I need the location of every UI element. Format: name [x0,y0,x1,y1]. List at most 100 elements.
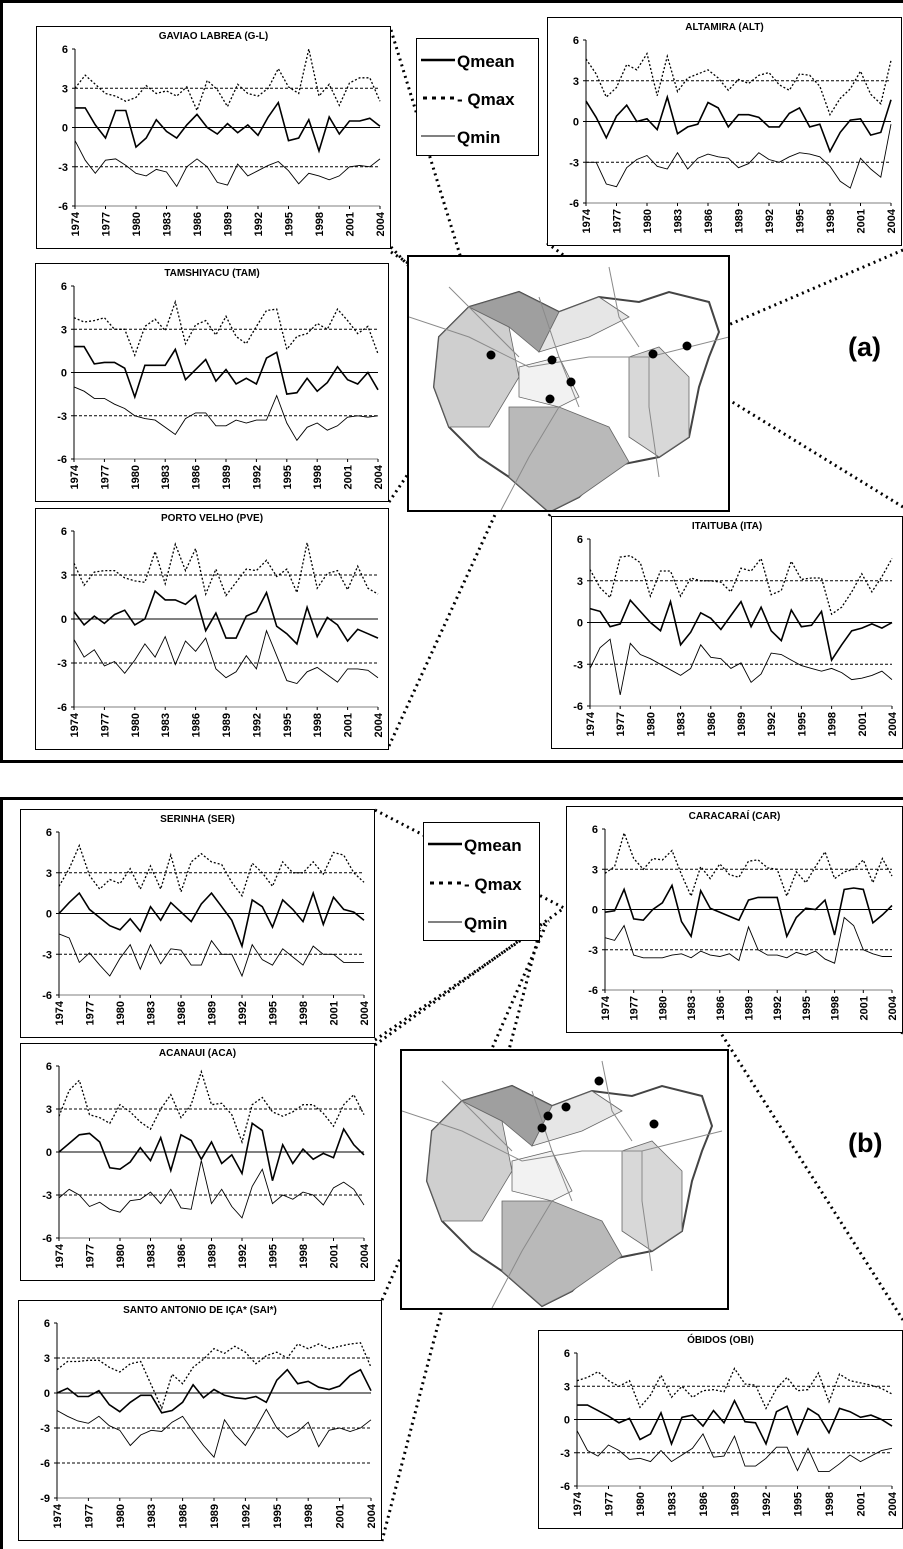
x-tick-label: 1986 [698,1492,710,1516]
series-qmin-line [58,933,364,978]
x-tick-label: 1992 [764,209,776,233]
x-tick-label: 1977 [83,1504,95,1528]
x-tick-label: 1983 [146,1244,158,1268]
x-tick-label: 1977 [629,996,641,1020]
panel-a-frame [0,0,903,763]
chart-altamira: ALTAMIRA (ALT) 6 3 0 -3 -6 1974 1977 1980 1983 19… [547,17,902,246]
x-tick-label: 1980 [635,1492,647,1516]
x-tick-label: 2004 [359,1000,371,1025]
series-qmax-line [58,1069,365,1145]
sub-basin [538,296,630,353]
x-tick-label: 1989 [221,465,233,489]
x-tick-label: 1983 [667,1492,679,1516]
x-tick-label: 1986 [176,1001,188,1025]
legend-item-qmean: Qmean [424,831,539,859]
y-tick-label: 0 [61,368,67,380]
y-tick-label: 0 [46,1147,52,1159]
x-tick-label: 1974 [69,464,81,489]
series-qmax-line [576,1367,893,1410]
gauge-station-dot [566,377,576,387]
x-tick-label: 1989 [734,209,746,233]
x-tick-label: 1980 [657,996,669,1020]
y-tick-label: 3 [592,864,598,876]
river [491,1200,553,1308]
gauge-station-dot [545,394,555,404]
gauge-station-dot [682,341,692,351]
x-tick-label: 1989 [221,713,233,737]
x-tick-label: 1995 [284,212,296,236]
series-qmax-line [604,830,893,898]
x-tick-label: 1989 [730,1492,742,1516]
series-qmean-line [604,883,893,939]
x-tick-label: 1992 [237,1001,249,1025]
series-qmean-line [75,100,381,154]
x-tick-label: 1998 [314,212,326,236]
x-tick-label: 1998 [298,1001,310,1025]
series-qmax-line [589,555,893,616]
river [402,1110,723,1162]
gauge-station-dot [561,1102,571,1112]
x-tick-label: 1977 [85,1244,97,1268]
x-tick-label: 1998 [298,1244,310,1268]
y-tick-label: 3 [61,570,67,582]
legend-label: Qmean [457,52,515,71]
x-tick-label: 1992 [761,1492,773,1516]
x-tick-label: 1995 [272,1504,284,1528]
x-tick-label: 2001 [343,713,355,737]
x-tick-label: 2001 [343,465,355,489]
chart-caracarai: CARACARAÍ (CAR) 6 3 0 -3 -6 1974 1977 1980 1983 1… [566,806,903,1033]
x-tick-label: 1992 [253,212,265,236]
series-qmean-line [58,890,365,949]
x-tick-label: 1992 [237,1244,249,1268]
y-tick-label: 3 [577,576,583,588]
y-tick-label: 0 [592,905,598,917]
x-tick-label: 1977 [612,209,624,233]
y-tick-label: 6 [44,1318,50,1330]
river [409,316,728,368]
x-tick-label: 1974 [52,1503,64,1528]
series-qmin-line [74,140,381,188]
x-tick-label: 2004 [366,1503,378,1528]
y-tick-label: -3 [573,659,583,671]
y-tick-label: 6 [577,534,583,546]
y-tick-label: 0 [573,117,579,129]
gauge-station-dot [594,1076,604,1086]
x-tick-label: 1995 [268,1244,280,1268]
x-tick-label: 2004 [373,464,385,489]
legend-item-qmax: - Qmax [417,85,538,113]
chart-acanaui: ACANAUI (ACA) 6 3 0 -3 -6 1974 1977 1980 1983 198… [20,1043,375,1281]
x-tick-label: 2001 [329,1244,341,1268]
y-tick-label: -6 [42,1233,52,1245]
legend-label: - Qmax [464,875,522,894]
gauge-station-dot [486,350,496,360]
legend-item-qmean: Qmean [417,47,538,75]
x-tick-label: 1998 [827,712,839,736]
x-tick-label: 1992 [251,465,263,489]
panel-label-b: (b) [848,1128,883,1158]
gauge-station-dot [648,349,658,359]
x-tick-label: 1983 [673,209,685,233]
series-qmean-line [73,589,379,646]
x-tick-label: 1986 [706,712,718,736]
x-tick-label: 1992 [251,713,263,737]
y-tick-label: 3 [61,324,67,336]
basin-map-a [409,266,728,510]
y-tick-label: 6 [61,281,67,293]
x-tick-label: 2001 [856,1492,868,1516]
y-tick-label: -6 [40,1458,50,1470]
x-tick-label: 1983 [146,1001,158,1025]
leader-line [389,29,492,354]
y-tick-label: -3 [57,658,67,670]
series-qmean-line [589,598,893,663]
y-tick-label: 3 [62,83,68,95]
series-qmean-line [585,94,892,154]
x-tick-label: 1977 [99,465,111,489]
x-tick-label: 1995 [282,713,294,737]
